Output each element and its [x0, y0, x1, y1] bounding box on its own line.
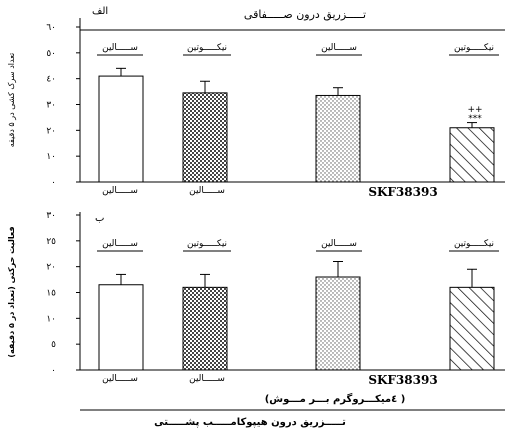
panel-a-header: تـــــزریق درون صـــــفاقی	[244, 8, 366, 22]
panel-b-y-label: فعالیت حرکتی (تعداد در ۵ دقیقه)	[7, 226, 16, 357]
panel-b-bar-1	[98, 284, 144, 371]
panel-b-y-tick-label: ٠	[51, 366, 56, 376]
panel-a-bar-3	[315, 94, 361, 183]
panel-a-sig-plus: ++	[467, 105, 482, 115]
panel-b-y-tick-label: ٢٥	[46, 237, 56, 247]
panel-a-y-tick-label: ٦٠	[46, 23, 56, 33]
panel-b-group-header-2: نیکـــــوتین	[187, 239, 227, 249]
panel-a-y-tick-label: ٤٠	[46, 75, 56, 85]
panel-b-y-tick-label: ٢٠	[46, 263, 56, 273]
chart-marks: ٠ ١٠ ٢٠ ٣٠ ٤٠ ٥٠ ٦٠ ٠ ٥ ١٠ ١٥ ٢٠ ٢٥ ٣٠	[46, 23, 495, 376]
panel-b-group-header-1: ســـــالین	[102, 239, 138, 249]
panel-a-y-tick-label: ٣٠	[46, 101, 56, 111]
footer-route: تـــــزریق درون هیپوکامـــــب پشـــــتی	[154, 417, 346, 428]
panel-b-group-header-3: ســـــالین	[321, 239, 357, 249]
footer-dose: (٤میکـــروگرم بـــر مـــوش )	[265, 392, 406, 405]
panel-b-condition-saline-2: ســـــالین	[189, 374, 225, 384]
panel-a-y-tick-label: ٥٠	[46, 49, 56, 59]
panel-b-y-tick-label: ٥	[51, 340, 56, 350]
panel-b-letter: ب	[95, 213, 104, 224]
panel-a-letter: الف	[92, 6, 108, 17]
panel-a-y-tick-label: ٠	[51, 178, 56, 188]
panel-a-y-label: تعداد سرک کشی در ۵ دقیقه	[7, 53, 16, 148]
panel-b-y-tick-label: ١٠	[46, 314, 56, 324]
panel-b-bar-3	[315, 276, 361, 371]
panel-a-y-tick-label: ١٠	[46, 152, 56, 162]
panel-b-y-tick-label: ٣٠	[46, 211, 56, 221]
panel-a-condition-saline-1: ســـــالین	[102, 186, 138, 196]
panel-b-y-tick-label: ١٥	[46, 289, 56, 299]
panel-b-condition-saline-1: ســـــالین	[102, 374, 138, 384]
panel-b-bar-4	[449, 286, 495, 371]
panel-a-group-header-1: ســـــالین	[102, 43, 138, 53]
panel-b-condition-skf: SKF38393	[368, 373, 437, 387]
panel-a-bar-1	[98, 75, 144, 183]
panel-a-sig-stars: ***	[468, 114, 482, 124]
panel-a-y-tick-label: ٢٠	[46, 126, 56, 136]
panel-a-group-header-2: نیکـــــوتین	[187, 43, 227, 53]
panel-a-group-header-4: نیکـــــوتین	[454, 43, 494, 53]
panel-b-bar-2	[182, 286, 228, 371]
panel-a-group-header-3: ســـــالین	[321, 43, 357, 53]
panel-a-condition-saline-2: ســـــالین	[189, 186, 225, 196]
panel-a-condition-skf: SKF38393	[368, 185, 437, 199]
panel-a-bar-2	[182, 92, 228, 183]
panel-b-group-header-4: نیکـــــوتین	[454, 239, 494, 249]
panel-a-bar-4	[449, 127, 495, 183]
